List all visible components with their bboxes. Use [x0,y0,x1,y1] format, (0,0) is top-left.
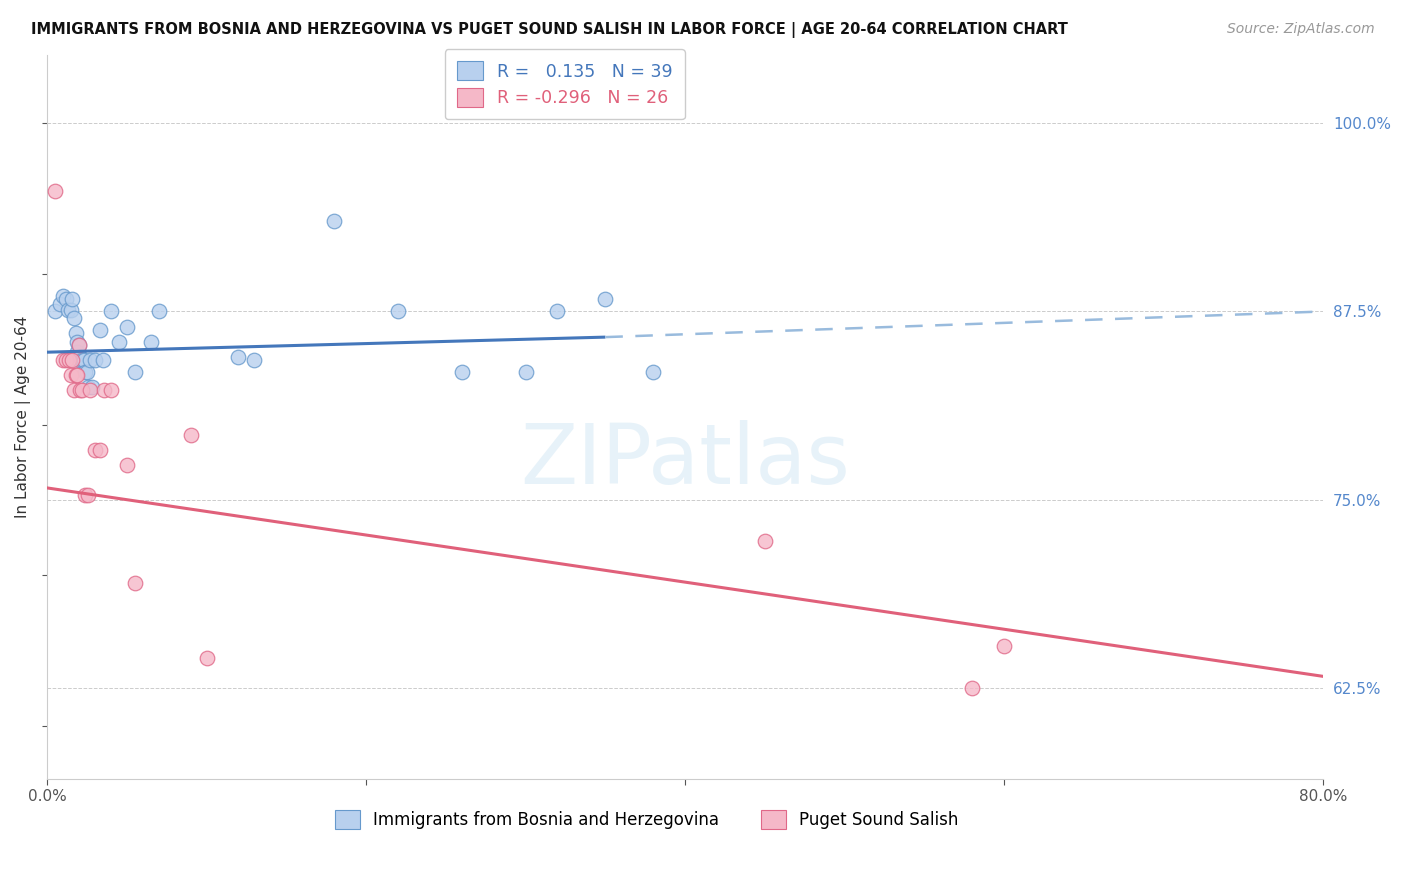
Point [100,304,122,318]
Point [65,368,87,382]
Point [59,303,82,318]
Point [69,383,91,397]
Point [100,383,122,397]
Point [55,293,77,307]
Point [52,352,75,367]
Point [56,303,79,318]
Point [93,383,115,397]
Y-axis label: In Labor Force | Age 20-64: In Labor Force | Age 20-64 [15,316,31,518]
Point [124,365,146,379]
Point [754,533,776,548]
Point [66,368,89,382]
Point [643,365,665,379]
Point [228,350,250,364]
Point [595,293,617,307]
Point [115,458,138,473]
Point [79,383,101,397]
Point [180,428,202,442]
Point [66,334,89,349]
Point [124,575,146,590]
Point [62,352,84,367]
Point [89,322,111,336]
Text: IMMIGRANTS FROM BOSNIA AND HERZEGOVINA VS PUGET SOUND SALISH IN LABOR FORCE | AG: IMMIGRANTS FROM BOSNIA AND HERZEGOVINA V… [31,22,1067,38]
Point [107,334,129,349]
Point [67,337,90,351]
Text: Source: ZipAtlas.com: Source: ZipAtlas.com [1227,22,1375,37]
Point [83,352,105,367]
Point [70,383,93,397]
Point [148,304,170,318]
Point [59,368,82,382]
Point [63,383,86,397]
Point [48,297,70,311]
Point [55,352,77,367]
Point [115,319,138,334]
Point [70,352,93,367]
Point [79,352,101,367]
Point [450,365,472,379]
Point [66,345,89,359]
Point [44,304,66,318]
Point [91,352,114,367]
Point [62,293,84,307]
Point [58,352,80,367]
Point [65,326,87,340]
Point [67,337,90,351]
Point [77,488,100,502]
Point [69,350,91,364]
Point [387,304,409,318]
Point [63,310,86,325]
Point [515,365,537,379]
Point [77,380,100,394]
Point [89,443,111,458]
Point [139,334,162,349]
Legend: Immigrants from Bosnia and Herzegovina, Puget Sound Salish: Immigrants from Bosnia and Herzegovina, … [329,804,966,836]
Point [73,352,96,367]
Point [993,639,1015,653]
Point [83,443,105,458]
Point [323,214,346,228]
Point [962,681,984,696]
Point [75,365,97,379]
Point [547,304,569,318]
Point [243,352,266,367]
Point [76,365,98,379]
Text: ZIPatlas: ZIPatlas [520,420,851,501]
Point [67,352,90,367]
Point [80,380,103,394]
Point [195,651,218,665]
Point [75,488,97,502]
Point [52,289,75,303]
Point [44,184,66,198]
